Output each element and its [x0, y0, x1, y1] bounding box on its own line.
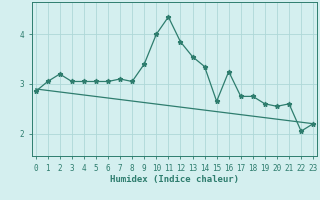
X-axis label: Humidex (Indice chaleur): Humidex (Indice chaleur)	[110, 175, 239, 184]
